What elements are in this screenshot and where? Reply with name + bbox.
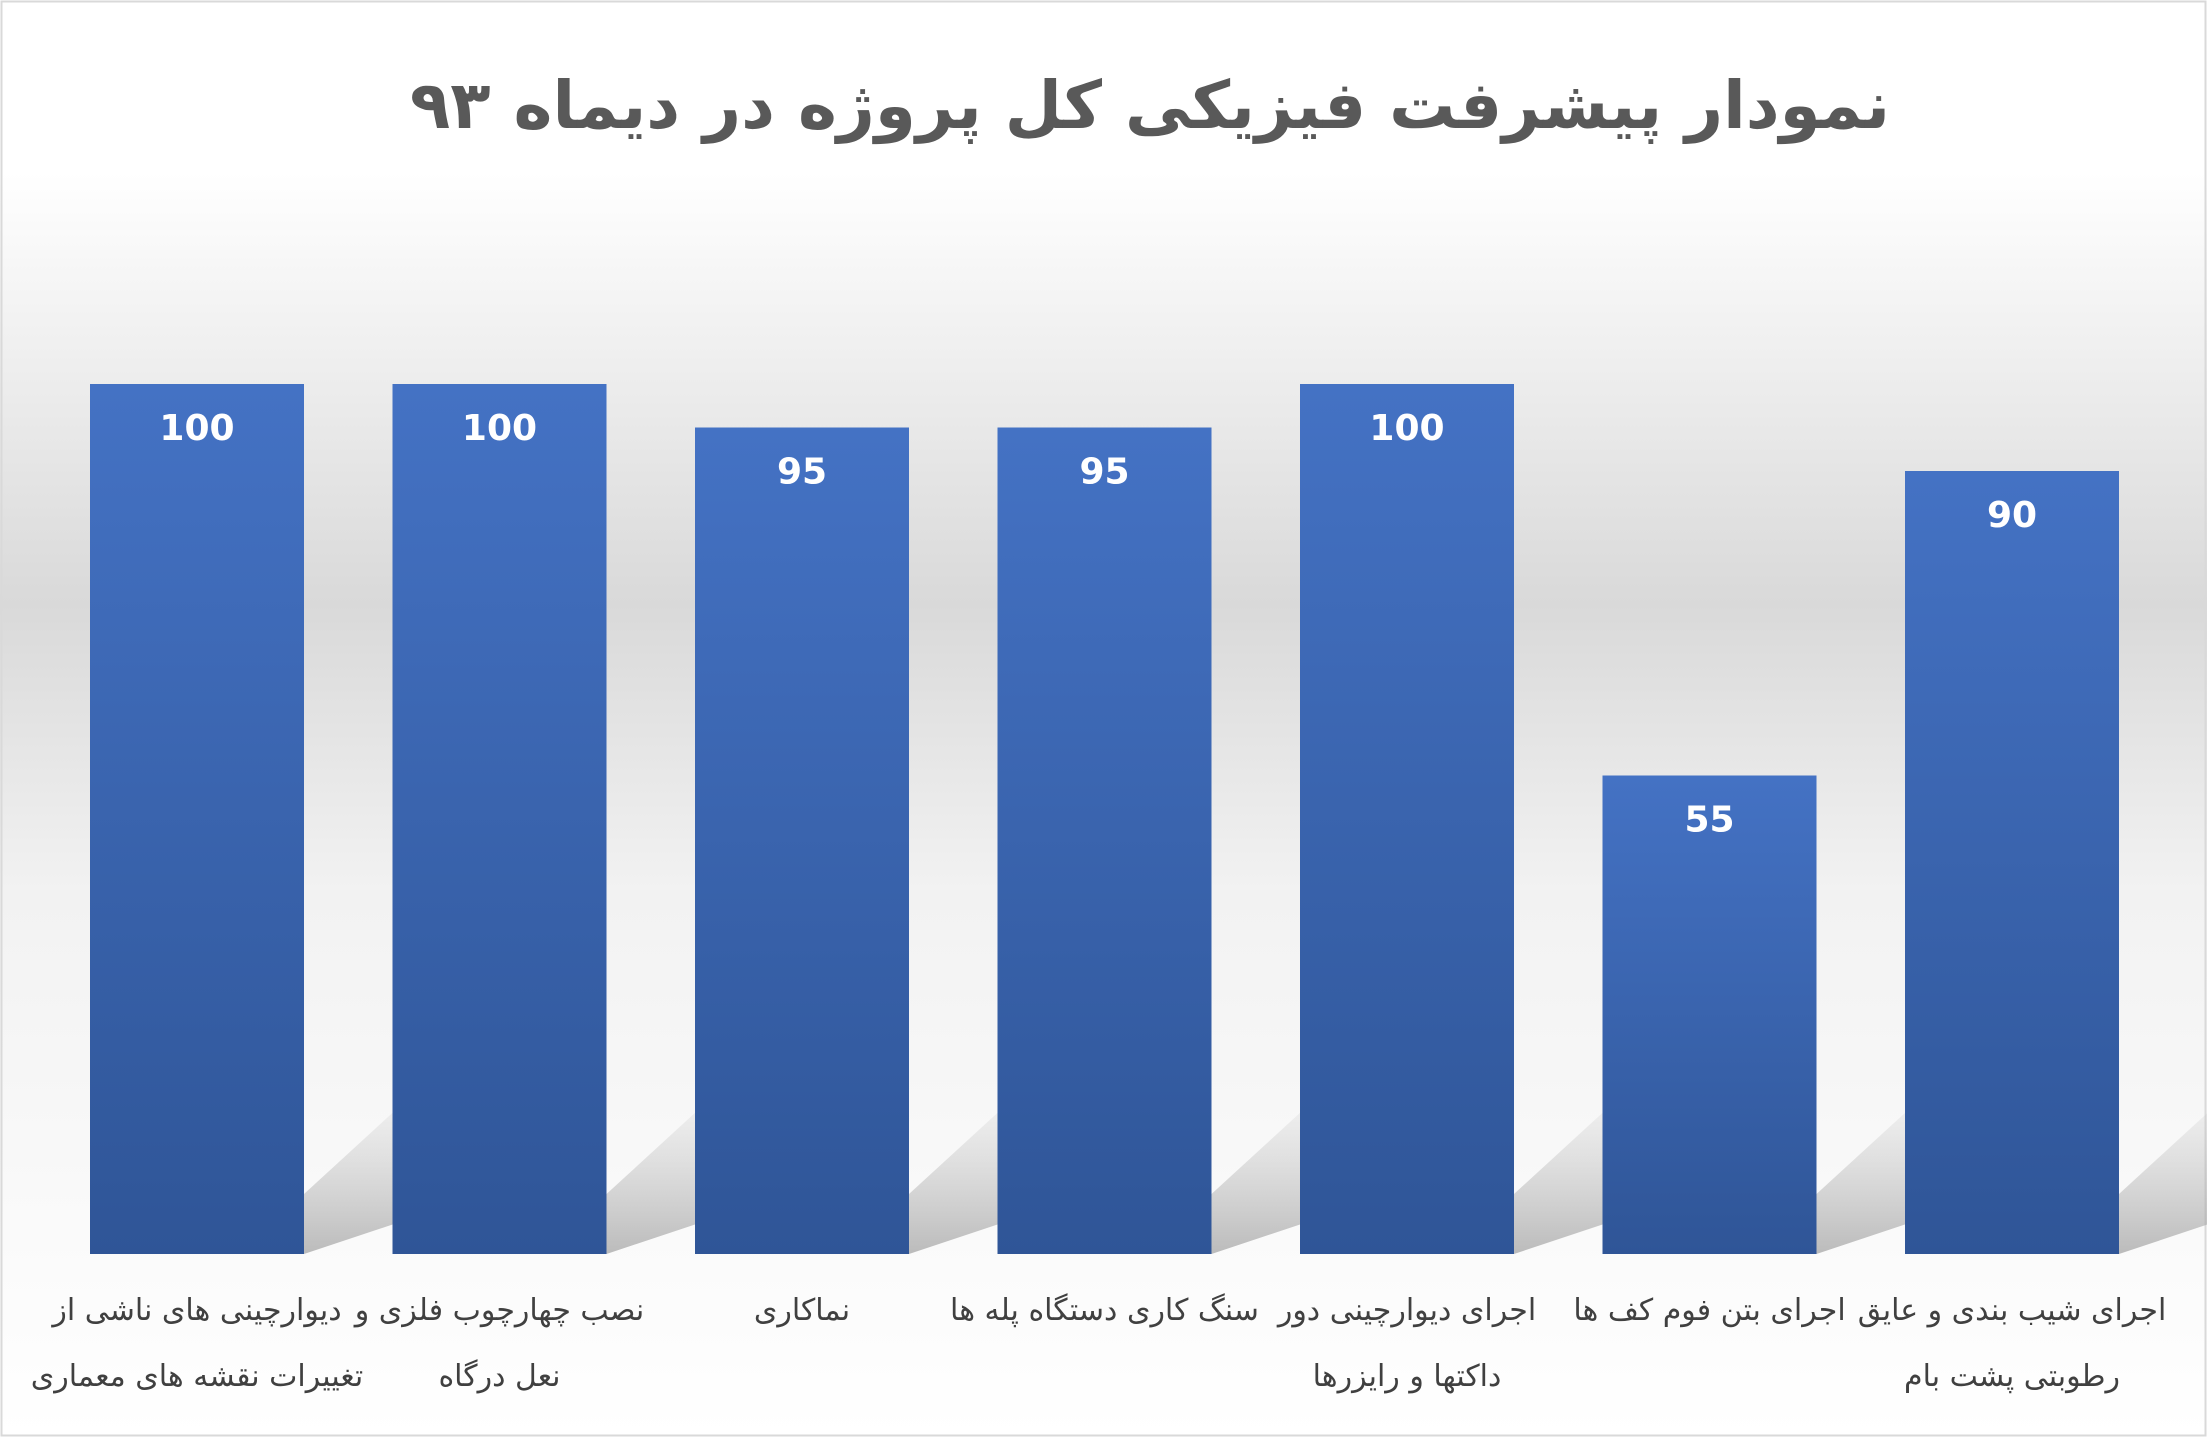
category-label: اجرای دیوارچینی دور [1276,1293,1536,1328]
data-label: 95 [1079,452,1129,493]
category-label: نصب چهارچوب فلزی و [353,1293,645,1328]
category-label: نماکاری [754,1293,850,1328]
data-label: 55 [1684,800,1734,841]
category-label: رطوبتی پشت بام [1904,1359,2120,1394]
category-label: داکتها و رایزرها [1313,1359,1502,1394]
category-label: اجرای شیب بندی و عایق [1858,1293,2167,1328]
category-label: تغییرات نقشه های معماری [31,1359,363,1394]
data-label: 90 [1987,495,2037,536]
bar [1300,384,1514,1254]
category-label: سنگ کاری دستگاه پله ها [950,1293,1259,1328]
bar [392,384,607,1254]
category-label: دیوارچینی های ناشی از [50,1293,341,1328]
data-label: 100 [159,408,234,449]
bars [90,384,2119,1254]
category-labels: دیوارچینی های ناشی از تغییرات نقشه های مع… [31,1293,2167,1394]
bar [695,427,909,1254]
bar [1905,471,2119,1254]
bar [997,427,1212,1254]
data-label: 95 [777,452,827,493]
data-label: 100 [1369,408,1444,449]
category-label: نعل درگاه [438,1359,560,1394]
bar-shadow [2119,1113,2207,1254]
value-labels: 100 100 95 95 100 55 90 [159,408,2037,841]
chart-title: نمودار پیشرفت فیزیکی کل پروژه در دیماه ۹… [410,67,1890,145]
data-label: 100 [462,408,537,449]
bar [1602,775,1817,1254]
category-label: اجرای بتن فوم کف ها [1573,1293,1845,1328]
bar [90,384,304,1254]
